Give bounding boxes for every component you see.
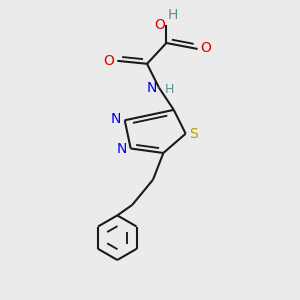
- Text: O: O: [154, 18, 165, 32]
- Text: S: S: [189, 127, 198, 141]
- Text: O: O: [103, 54, 114, 68]
- Text: N: N: [111, 112, 121, 126]
- Text: H: H: [165, 82, 174, 96]
- Text: N: N: [147, 81, 158, 94]
- Text: H: H: [168, 8, 178, 22]
- Text: N: N: [117, 142, 127, 156]
- Text: O: O: [200, 41, 211, 56]
